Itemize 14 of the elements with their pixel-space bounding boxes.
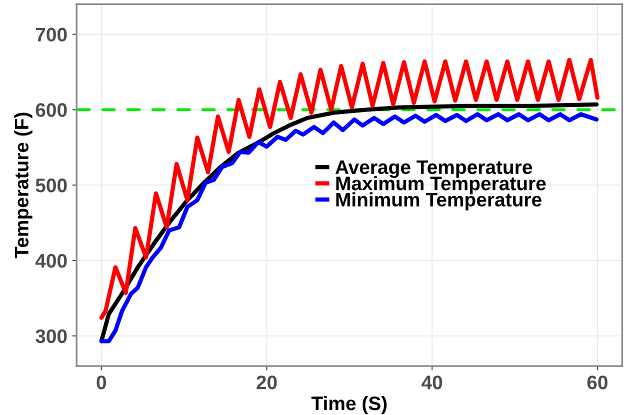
x-axis-title: Time (S) (311, 396, 387, 414)
legend-label: Average Temperature (335, 160, 532, 178)
legend-label: Minimum Temperature (336, 192, 542, 210)
y-tick-label: 300 (36, 329, 67, 344)
x-tick-label: 20 (256, 376, 277, 390)
x-tick-label: 0 (96, 376, 106, 390)
x-tick-label: 40 (422, 376, 442, 390)
x-tick-label: 60 (587, 376, 608, 390)
y-tick-label: 600 (36, 103, 67, 117)
y-tick-label: 500 (36, 178, 67, 192)
y-axis-title: Temperature (F) (14, 112, 32, 258)
y-tick-label: 700 (36, 28, 67, 42)
line-series (99, 58, 600, 320)
y-tick-label: 400 (35, 254, 67, 268)
